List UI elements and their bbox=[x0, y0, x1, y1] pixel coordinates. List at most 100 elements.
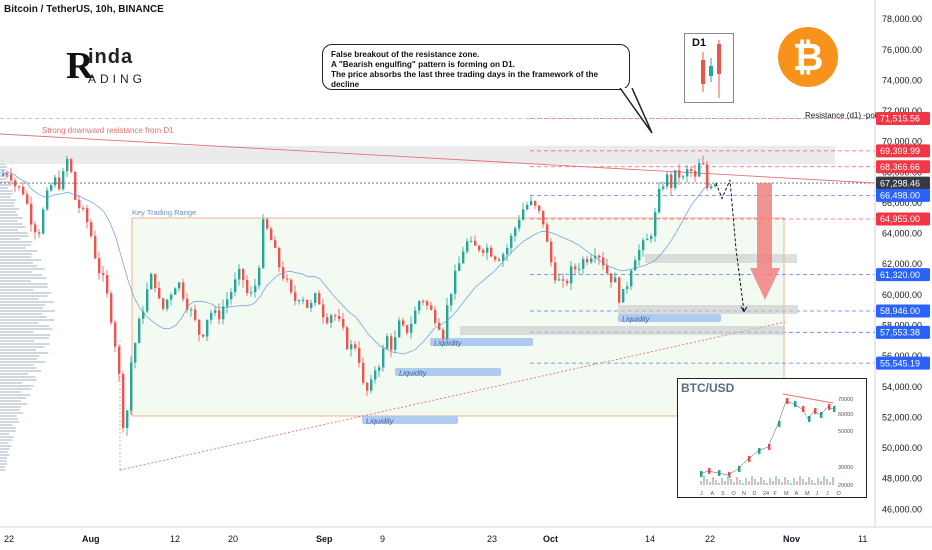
candle-body bbox=[454, 270, 457, 294]
uptrend-support-line bbox=[119, 321, 786, 471]
candle-body bbox=[42, 209, 45, 234]
volume-profile-bar bbox=[0, 424, 13, 426]
volume-profile-bar bbox=[0, 310, 55, 312]
candle-body bbox=[430, 305, 433, 310]
volume-profile-bar bbox=[0, 382, 23, 384]
inset-y-tick: 60000 bbox=[838, 412, 853, 418]
inset-volume-bar bbox=[754, 479, 756, 485]
inset-candle bbox=[700, 471, 703, 477]
volume-profile-bar bbox=[0, 439, 13, 441]
candle-body bbox=[530, 201, 533, 205]
candle-body bbox=[422, 301, 425, 303]
candle-body bbox=[226, 299, 229, 307]
price-axis[interactable]: 46,000.00 48,000.00 50,000.00 52,000.00 54,0… bbox=[874, 0, 922, 527]
inset-volume-bar bbox=[706, 479, 708, 485]
x-tick-label: 9 bbox=[380, 534, 385, 544]
candle-body bbox=[6, 174, 9, 176]
volume-profile-bar bbox=[0, 298, 39, 300]
volume-profile-bar bbox=[0, 187, 8, 189]
candle-body bbox=[698, 163, 701, 177]
volume-profile-bar bbox=[0, 409, 20, 411]
volume-profile-bar bbox=[0, 328, 53, 330]
inset-candle bbox=[828, 404, 831, 410]
volume-profile-bar bbox=[0, 178, 7, 180]
inset-x-tick: J bbox=[816, 491, 819, 497]
candle-body bbox=[34, 224, 37, 233]
candle-body bbox=[490, 247, 493, 257]
candle-body bbox=[214, 310, 217, 313]
forecast-path bbox=[715, 179, 748, 313]
candle-body bbox=[102, 273, 105, 276]
inset-volume-bar bbox=[769, 478, 771, 485]
candle-body bbox=[486, 247, 489, 253]
candle-body bbox=[158, 287, 161, 299]
candle-body bbox=[134, 343, 137, 363]
volume-profile-bar bbox=[0, 469, 6, 471]
volume-profile-bar bbox=[0, 214, 19, 216]
volume-profile-bar bbox=[0, 172, 8, 174]
volume-profile-bar bbox=[0, 253, 33, 255]
inset-volume-bar bbox=[760, 477, 762, 485]
candle-body bbox=[30, 203, 33, 225]
x-tick-label: Aug bbox=[82, 534, 100, 544]
candle-body bbox=[554, 262, 557, 281]
inset-candle bbox=[768, 444, 771, 450]
price-tag-label: 57,553.38 bbox=[880, 328, 920, 338]
candle-body bbox=[494, 256, 497, 260]
candle-body bbox=[94, 236, 97, 259]
inset-y-tick: 70000 bbox=[838, 397, 853, 403]
downtrend-resistance-line bbox=[0, 133, 876, 184]
candle-body bbox=[306, 299, 309, 308]
inset-volume-bar bbox=[775, 476, 777, 485]
candle-body bbox=[314, 293, 317, 304]
candle-body bbox=[674, 170, 677, 189]
candle-body bbox=[58, 177, 61, 190]
inset-volume-bar bbox=[730, 479, 732, 485]
volume-profile-bar bbox=[0, 292, 52, 294]
candle-body bbox=[326, 317, 329, 323]
x-tick-label: Oct bbox=[543, 534, 558, 544]
inset-volume-bar bbox=[736, 477, 738, 485]
price-tag-label: 66,498.00 bbox=[880, 191, 920, 201]
candle-body bbox=[706, 164, 709, 189]
inset-x-tick: J bbox=[826, 491, 829, 497]
volume-profile-bar bbox=[0, 223, 23, 225]
candle-body bbox=[154, 273, 157, 288]
candle-body bbox=[634, 260, 637, 271]
candle-body bbox=[114, 322, 117, 347]
volume-profile-bar bbox=[0, 376, 36, 378]
candle-body bbox=[234, 279, 237, 293]
candle-body bbox=[190, 309, 193, 311]
inset-volume-bar bbox=[739, 480, 741, 485]
candle-body bbox=[362, 362, 365, 383]
liquidity-zone bbox=[395, 368, 501, 376]
grey-zone bbox=[618, 305, 798, 314]
candle-body bbox=[610, 273, 613, 283]
candle-body bbox=[402, 320, 405, 326]
candle-body bbox=[230, 292, 233, 300]
candle-body bbox=[270, 228, 273, 241]
candle-body bbox=[566, 280, 569, 284]
callout-line3: The price absorbs the last three trading… bbox=[331, 70, 599, 89]
price-tag-box bbox=[876, 356, 930, 370]
volume-profile-bar bbox=[0, 262, 33, 264]
resistance-label: Strong downward resistance from D1 bbox=[42, 126, 174, 135]
inset-volume-bar bbox=[709, 482, 711, 485]
candle-body bbox=[526, 204, 529, 210]
price-tag-box bbox=[876, 325, 930, 339]
candle-body bbox=[150, 273, 153, 290]
forecast-line bbox=[715, 179, 745, 312]
chart-title: Bitcoin / TetherUS, 10h, BINANCE bbox=[4, 4, 164, 15]
candle-body bbox=[142, 311, 145, 319]
candle-body bbox=[622, 289, 625, 303]
volume-profile-bar bbox=[0, 202, 15, 204]
liquidity-label: Liquidity bbox=[434, 339, 463, 348]
candle-body bbox=[178, 282, 181, 289]
volume-profile-bar bbox=[0, 295, 48, 297]
time-axis[interactable]: 22 Aug 12 20 Sep 9 23 Oct 14 22 Nov 11 bbox=[0, 526, 932, 544]
candle-body bbox=[466, 241, 469, 252]
y-tick-label: 76,000.00 bbox=[882, 45, 922, 55]
candle-body bbox=[630, 270, 633, 287]
candle-body bbox=[262, 219, 265, 268]
volume-profile bbox=[0, 160, 55, 471]
